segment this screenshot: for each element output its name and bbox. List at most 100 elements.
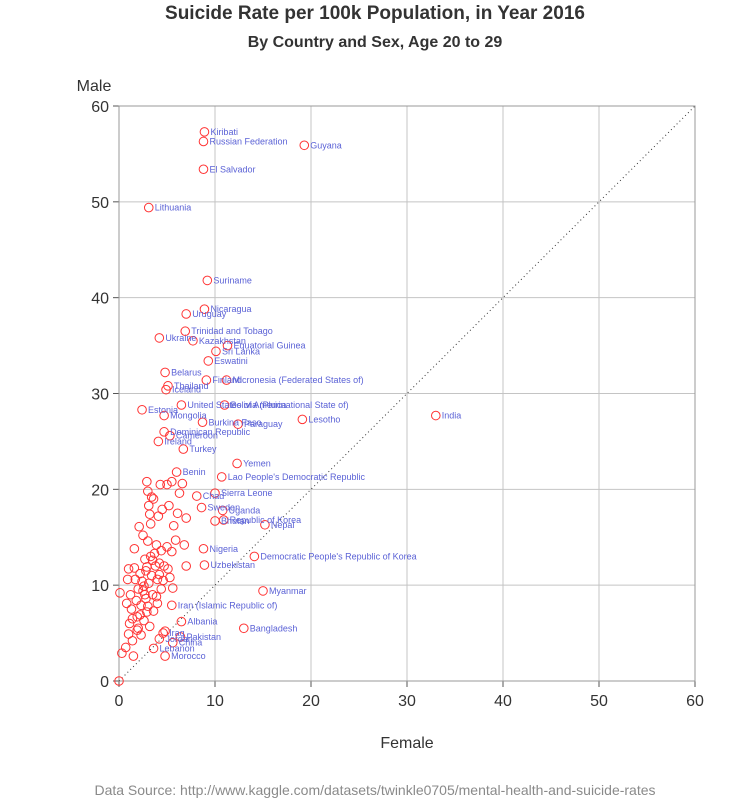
x-tick-label: 10 [206, 693, 224, 710]
data-point [152, 598, 163, 609]
data-point [123, 564, 134, 574]
point-label: Morocco [171, 651, 206, 661]
data-point [167, 546, 177, 557]
data-point [210, 516, 220, 526]
data-point [133, 584, 143, 594]
point-label: Uzbekistan [210, 560, 255, 570]
data-point [120, 642, 131, 653]
x-tick-label: 30 [398, 693, 416, 710]
data-source-note: Data Source: http://www.kaggle.com/datas… [94, 782, 655, 798]
data-point [198, 136, 209, 147]
data-point [219, 400, 230, 410]
data-point [148, 606, 159, 616]
y-tick-label: 50 [91, 195, 109, 212]
point-label: Mongolia [170, 411, 207, 421]
point-label: Nepal [271, 520, 295, 530]
point-label: Iran (Islamic Republic of) [178, 600, 278, 610]
y-tick-label: 0 [100, 674, 109, 691]
data-point [153, 436, 164, 447]
data-point [233, 419, 243, 429]
point-label: Republic of Korea [230, 515, 302, 525]
data-point [179, 540, 190, 550]
data-point [260, 519, 270, 530]
point-label: Chad [203, 491, 225, 501]
chart-title: Suicide Rate per 100k Population, in Yea… [165, 3, 585, 24]
point-label: United States of America [187, 400, 286, 410]
data-point [160, 651, 170, 661]
data-point [258, 586, 268, 596]
data-point [203, 356, 214, 366]
point-label: Micronesia (Federated States of) [233, 375, 364, 385]
data-point [121, 598, 132, 609]
data-point [167, 583, 178, 593]
data-point [216, 472, 227, 482]
point-label: Ukraine [165, 333, 196, 343]
point-label: Paraguay [244, 419, 283, 429]
point-label: Equatorial Guinea [233, 341, 305, 351]
data-point [143, 536, 153, 546]
data-point [138, 530, 148, 541]
data-point [143, 202, 154, 213]
point-label: Belarus [171, 367, 202, 377]
data-point [162, 542, 172, 552]
data-point [199, 560, 210, 570]
x-axis-label: Female [380, 735, 433, 752]
data-point [142, 607, 152, 617]
point-label: Iraq [169, 628, 185, 638]
point-label: Jordan [165, 634, 193, 644]
data-point [249, 551, 260, 562]
data-point [127, 635, 138, 646]
data-point [126, 604, 137, 614]
point-label: India [442, 411, 462, 421]
point-label: Bangladesh [250, 623, 298, 633]
data-point [222, 340, 233, 351]
point-label: Myanmar [269, 586, 307, 596]
data-point [156, 584, 167, 594]
data-point [197, 417, 208, 428]
data-point [143, 601, 153, 612]
data-point [127, 613, 138, 624]
data-point [145, 519, 156, 529]
point-label: Kazakhstan [199, 336, 246, 346]
x-tick-label: 60 [686, 693, 704, 710]
data-point [137, 576, 147, 587]
data-point [239, 623, 249, 634]
point-label: Sierra Leone [221, 488, 273, 498]
data-point [199, 304, 210, 314]
data-point [217, 505, 228, 516]
point-label: China [179, 638, 203, 648]
data-point [167, 637, 178, 648]
data-point [165, 430, 175, 441]
y-tick-label: 40 [91, 291, 109, 308]
data-point [154, 634, 165, 644]
data-point [115, 588, 125, 598]
data-point [147, 555, 158, 566]
data-point [161, 384, 171, 395]
data-point [155, 479, 166, 490]
y-axis-label: Male [77, 78, 112, 95]
data-point [141, 565, 151, 576]
y-tick-label: 30 [91, 387, 109, 404]
data-point [180, 326, 191, 337]
data-point [171, 467, 182, 477]
data-point [175, 632, 186, 642]
data-point [167, 600, 177, 611]
data-point [299, 140, 310, 151]
point-label: Suriname [213, 275, 252, 285]
point-label: Lebanon [160, 643, 195, 653]
point-label: Albania [187, 617, 217, 627]
data-point [148, 494, 159, 504]
point-label: El Salvador [209, 164, 255, 174]
x-tick-label: 50 [590, 693, 608, 710]
data-point [123, 629, 134, 639]
point-label: Finland [212, 375, 242, 385]
data-point [128, 651, 139, 661]
data-point [431, 410, 441, 421]
data-point [201, 375, 212, 385]
point-label: Kiribati [210, 127, 238, 137]
point-label: Sweden [208, 503, 241, 513]
data-point [151, 591, 162, 602]
x-tick-label: 0 [115, 693, 124, 710]
data-point [165, 572, 175, 583]
